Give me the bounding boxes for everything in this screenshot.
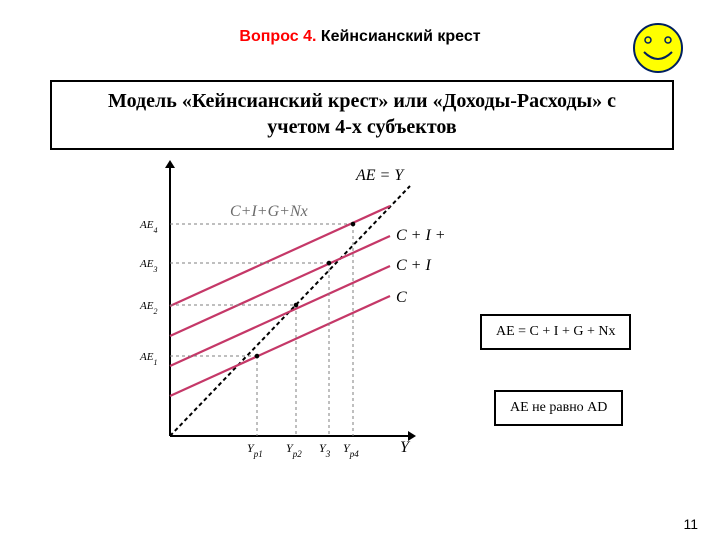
svg-text:AE1: AE1 [139,351,157,367]
svg-text:Yp2: Yp2 [286,441,302,459]
keynesian-cross-chart: C C + I C + I + G C+I+G+Nx AE = Y Y AE1 AE2 AE3 A… [110,156,450,481]
page-number: 11 [683,516,698,532]
svg-text:AE2: AE2 [139,300,157,316]
svg-text:C: C [396,289,407,306]
smiley-icon [632,22,684,79]
model-line1: Модель «Кейнсианский крест» или «Доходы-… [62,88,662,114]
svg-text:Yp4: Yp4 [343,441,359,459]
equation-box-ad: АЕ не равно AD [494,390,623,426]
svg-text:AE4: AE4 [139,219,157,235]
svg-text:C+I+G+Nx: C+I+G+Nx [230,203,308,220]
equation-ae-text: AE = C + I + G + Nx [496,324,615,339]
header-title: Кейнсианский крест [321,28,481,45]
model-title-box: Модель «Кейнсианский крест» или «Доходы-… [50,80,674,150]
svg-text:Y: Y [400,439,411,456]
svg-text:C + I + G: C + I + G [396,227,450,244]
svg-text:AE = Y: AE = Y [355,167,405,184]
question-prefix: Вопрос 4. [239,28,320,45]
svg-text:C + I: C + I [396,257,431,274]
equation-box-ae: AE = C + I + G + Nx [480,314,631,350]
slide-header: Вопрос 4. Кейнсианский крест [0,28,720,46]
equation-ad-text: АЕ не равно AD [510,400,607,415]
svg-text:Yp1: Yp1 [247,441,263,459]
model-line2: учетом 4-х субъектов [62,114,662,140]
svg-text:Y3: Y3 [319,441,331,459]
svg-text:AE3: AE3 [139,258,157,274]
